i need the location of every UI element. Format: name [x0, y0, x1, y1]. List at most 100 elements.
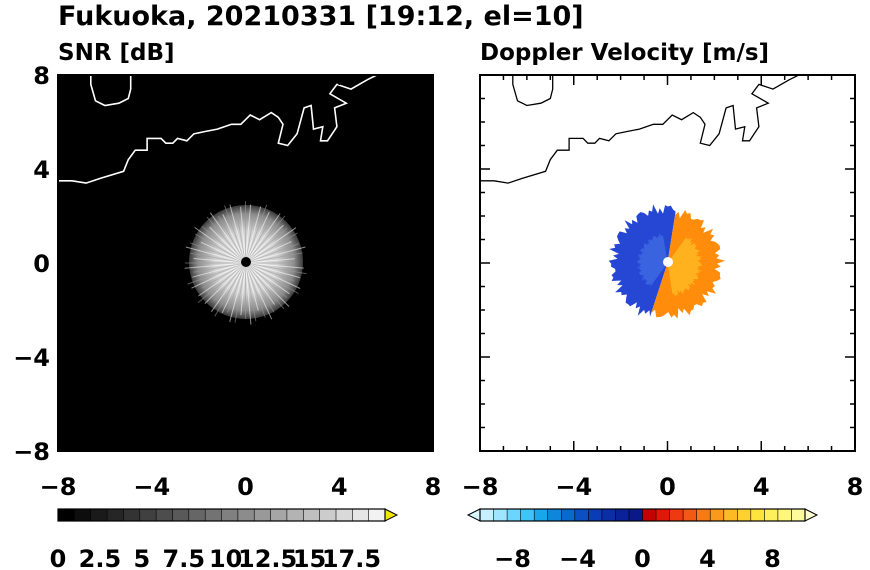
doppler-colorbar: −8 −4 0 4 8 [466, 508, 819, 570]
snr-island-outline [90, 75, 132, 107]
colorbar-label: 12.5 [238, 545, 297, 570]
snr-echo-ray [229, 204, 246, 264]
colorbar-swatch [204, 508, 223, 522]
colorbar-swatch [319, 508, 337, 522]
colorbar-swatch [642, 508, 657, 522]
colorbar-swatch [628, 508, 644, 522]
colorbar-swatch [709, 508, 725, 522]
colorbar-swatch [286, 508, 304, 522]
snr-echo-ray [245, 215, 286, 264]
snr-echo-ray [226, 262, 246, 313]
x-tick-label: 8 [425, 473, 442, 501]
snr-echo-ray [245, 262, 259, 311]
snr-echo-ray [194, 233, 246, 264]
colorbar-swatch [655, 508, 671, 522]
snr-echo-ray [245, 262, 257, 322]
snr-echo-ray [190, 252, 246, 264]
colorbar-swatch [587, 508, 603, 522]
snr-echo-ray [209, 212, 246, 264]
doppler-island-outline [512, 75, 554, 107]
colorbar-swatch [270, 508, 288, 522]
colorbar-swatch [723, 508, 738, 522]
snr-echo-ray [245, 243, 300, 264]
snr-echo-ray [245, 218, 272, 264]
colorbar-swatch [533, 508, 549, 522]
snr-echo-ray [222, 214, 246, 264]
y-tick-label: −8 [13, 438, 50, 466]
snr-echo-ray [193, 262, 246, 273]
snr-echo-ray [209, 226, 246, 264]
colorbar-extend-max [804, 508, 819, 522]
colorbar-swatch [253, 508, 272, 522]
colorbar-swatch [155, 508, 174, 522]
snr-axis-ticks: −8 −4 0 4 8 8 4 0 −4 −8 [13, 62, 441, 501]
snr-echo-ray [245, 262, 252, 325]
snr-echo-ray [245, 246, 306, 264]
doppler-receding-echo-core [667, 236, 702, 297]
snr-echo-ray [189, 242, 246, 264]
snr-echo-ray [240, 262, 246, 316]
colorbar-label: 2.5 [79, 545, 122, 570]
colorbar-swatch [696, 508, 711, 522]
snr-echo-ray [245, 262, 285, 310]
snr-echo-ray [194, 227, 246, 264]
colorbar-swatch [506, 508, 522, 522]
colorbar-swatch [791, 508, 806, 522]
snr-echo-ray [245, 262, 290, 307]
snr-echo-ray [245, 262, 301, 289]
colorbar-swatch [574, 508, 589, 522]
snr-coastline [58, 75, 378, 184]
colorbar-label: 0 [50, 545, 67, 570]
colorbar-swatch [57, 508, 76, 522]
doppler-panel: −8 −4 0 4 8 [462, 74, 863, 501]
colorbar-swatch [139, 508, 157, 522]
snr-echo-ray [245, 215, 255, 264]
snr-echo-ray [204, 262, 246, 305]
colorbar-swatch [615, 508, 630, 522]
snr-echo-ray [229, 262, 246, 323]
snr-echo-ray [206, 216, 246, 264]
snr-echo-ray [245, 258, 295, 264]
colorbar-frame [479, 508, 806, 522]
x-tick-label: 0 [659, 473, 676, 501]
colorbar-label: 8 [764, 545, 781, 570]
colorbar-swatch [601, 508, 617, 522]
snr-echo-ray [234, 262, 246, 323]
snr-echo-ray [245, 252, 303, 264]
doppler-radar-center-marker [663, 257, 673, 267]
snr-echo-ray [193, 258, 246, 264]
doppler-panel-title: Doppler Velocity [m/s] [480, 40, 769, 66]
snr-echo-ray [245, 241, 292, 264]
colorbar-swatch [188, 508, 206, 522]
y-tick-label: −4 [13, 344, 50, 372]
doppler-axis-ticks: −8 −4 0 4 8 [462, 74, 863, 501]
snr-echo-ray [224, 205, 246, 264]
colorbar-swatch [764, 508, 779, 522]
snr-panel: −8 −4 0 4 8 8 4 0 −4 −8 [13, 62, 441, 501]
y-tick-label: 4 [33, 156, 50, 184]
snr-echo-ray [245, 262, 266, 318]
snr-echo-ray [245, 262, 273, 320]
snr-echo-ray [198, 262, 246, 297]
x-tick-label: −4 [555, 473, 592, 501]
snr-echo-ray [185, 246, 246, 264]
snr-panel-title: SNR [dB] [58, 40, 175, 66]
snr-echo-ray [245, 262, 299, 295]
snr-echo-ray [245, 232, 298, 264]
colorbar-frame [57, 508, 386, 522]
colorbar-extend-max [384, 508, 399, 522]
snr-echo-ray [245, 262, 290, 295]
snr-echo-ray [191, 262, 246, 289]
colorbar-swatch [682, 508, 698, 522]
snr-echo-ray [214, 262, 246, 317]
snr-echo-ray [184, 262, 246, 269]
snr-radar-center-marker [241, 257, 251, 267]
snr-echo-ray [245, 204, 252, 264]
colorbar-label: 15 [293, 545, 326, 570]
snr-echo-ray [245, 204, 268, 264]
snr-echo-ray [187, 262, 246, 285]
y-tick-label: 0 [33, 250, 50, 278]
snr-echo-ray [201, 226, 246, 264]
